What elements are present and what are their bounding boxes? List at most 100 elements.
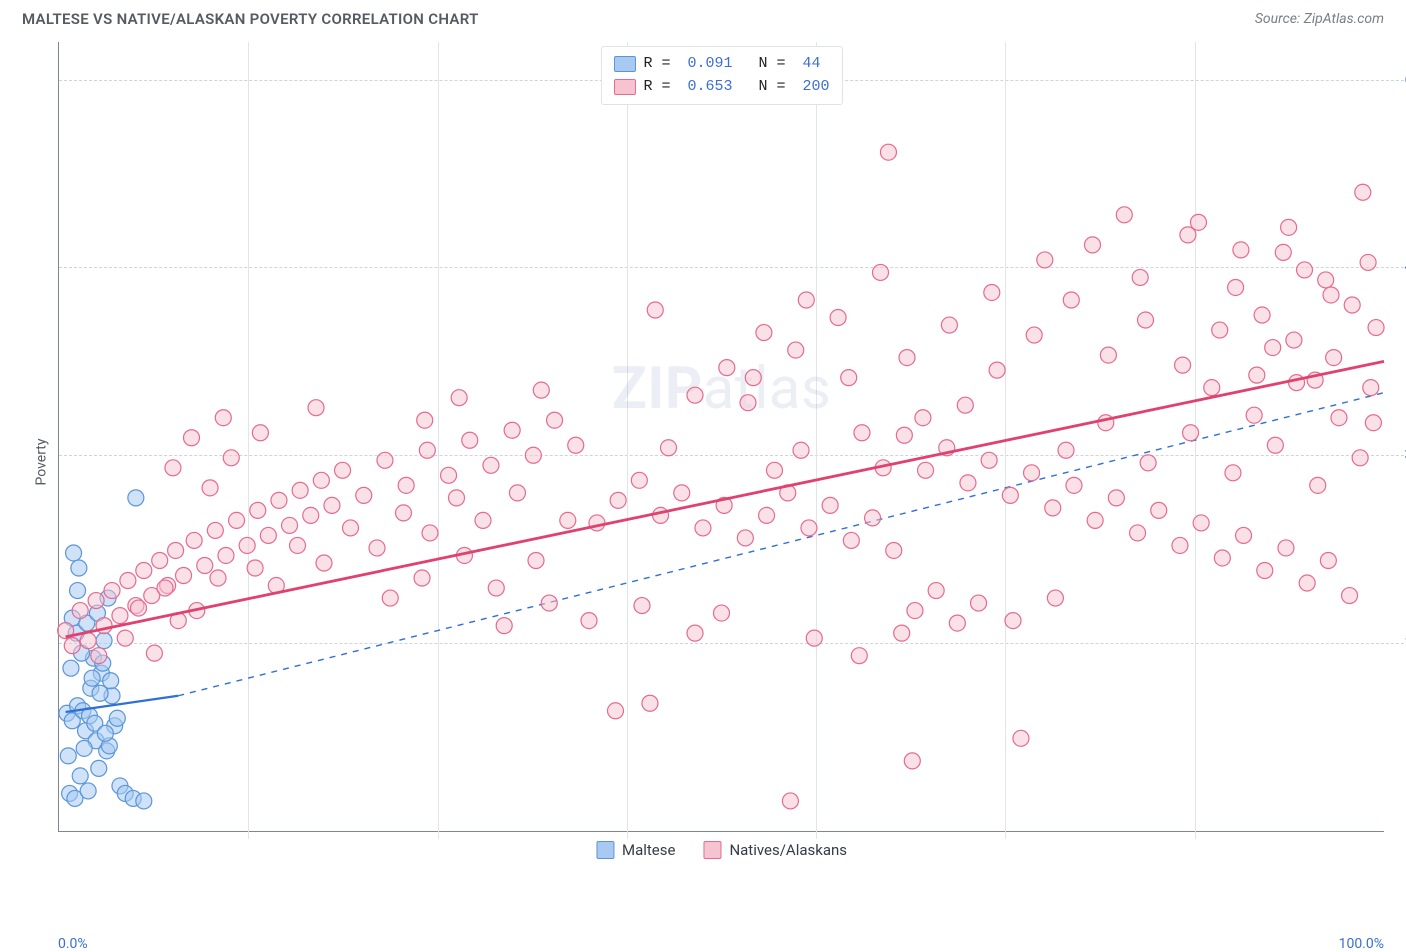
data-point [714, 605, 730, 621]
legend-series-item: Maltese [596, 841, 675, 859]
data-point [798, 292, 814, 308]
data-point [72, 768, 88, 784]
data-point [504, 422, 520, 438]
scatter-svg [59, 42, 1384, 831]
data-point [737, 530, 753, 546]
data-point [841, 370, 857, 386]
data-point [80, 783, 96, 799]
legend-series-label: Natives/Alaskans [729, 841, 847, 859]
data-point [1365, 415, 1381, 431]
data-point [1360, 254, 1376, 270]
data-point [1132, 269, 1148, 285]
data-point [210, 570, 226, 586]
data-point [186, 532, 202, 548]
legend-r-label: R = [643, 76, 679, 99]
data-point [788, 342, 804, 358]
data-point [146, 645, 162, 661]
data-point [1246, 407, 1262, 423]
data-point [398, 477, 414, 493]
data-point [382, 590, 398, 606]
data-point [152, 552, 168, 568]
data-point [843, 532, 859, 548]
legend-swatch [613, 79, 635, 95]
data-point [1331, 410, 1347, 426]
data-point [695, 520, 711, 536]
data-point [1342, 588, 1358, 604]
data-point [1236, 527, 1252, 543]
data-point [674, 485, 690, 501]
data-point [63, 660, 79, 676]
data-point [313, 472, 329, 488]
data-point [759, 507, 775, 523]
data-point [109, 710, 125, 726]
data-point [896, 427, 912, 443]
data-point [822, 497, 838, 513]
data-point [918, 462, 934, 478]
data-point [104, 583, 120, 599]
data-point [303, 507, 319, 523]
data-point [981, 452, 997, 468]
legend-n-value: 44 [803, 53, 821, 76]
legend-n-label: N = [741, 53, 795, 76]
chart-title: MALTESE VS NATIVE/ALASKAN POVERTY CORREL… [22, 10, 479, 28]
data-point [1352, 450, 1368, 466]
data-point [928, 583, 944, 599]
chart-container: Poverty ZIPatlas R = 0.091 N = 44R = 0.6… [22, 42, 1384, 882]
data-point [488, 580, 504, 596]
data-point [642, 695, 658, 711]
data-point [356, 487, 372, 503]
data-point [117, 630, 133, 646]
data-point [202, 480, 218, 496]
data-point [1183, 425, 1199, 441]
legend-swatch [703, 841, 721, 859]
data-point [417, 412, 433, 428]
data-point [541, 595, 557, 611]
data-point [1140, 455, 1156, 471]
data-point [1130, 525, 1146, 541]
data-point [1265, 340, 1281, 356]
data-point [1323, 287, 1339, 303]
data-point [215, 410, 231, 426]
data-point [136, 563, 152, 579]
data-point [687, 625, 703, 641]
data-point [168, 542, 184, 558]
data-point [223, 450, 239, 466]
data-point [894, 625, 910, 641]
data-point [441, 467, 457, 483]
data-point [1100, 347, 1116, 363]
data-point [528, 552, 544, 568]
data-point [1138, 312, 1154, 328]
data-point [1002, 487, 1018, 503]
data-point [292, 482, 308, 498]
data-point [949, 615, 965, 631]
data-point [1278, 540, 1294, 556]
data-point [422, 525, 438, 541]
data-point [449, 490, 465, 506]
data-point [1249, 367, 1265, 383]
data-point [899, 350, 915, 366]
data-point [1299, 575, 1315, 591]
legend-series-item: Natives/Alaskans [703, 841, 847, 859]
data-point [260, 527, 276, 543]
data-point [1214, 550, 1230, 566]
data-point [1175, 357, 1191, 373]
data-point [984, 284, 1000, 300]
trend-line [66, 361, 1384, 637]
data-point [335, 462, 351, 478]
data-point [165, 460, 181, 476]
data-point [1286, 332, 1302, 348]
data-point [1275, 244, 1291, 260]
data-point [207, 522, 223, 538]
data-point [131, 600, 147, 616]
data-point [907, 603, 923, 619]
data-point [661, 440, 677, 456]
data-point [610, 492, 626, 508]
data-point [971, 595, 987, 611]
data-point [324, 497, 340, 513]
data-point [76, 740, 92, 756]
data-point [1172, 537, 1188, 553]
data-point [915, 410, 931, 426]
data-point [1225, 465, 1241, 481]
data-point [1204, 380, 1220, 396]
x-tick-min: 0.0% [58, 936, 88, 952]
